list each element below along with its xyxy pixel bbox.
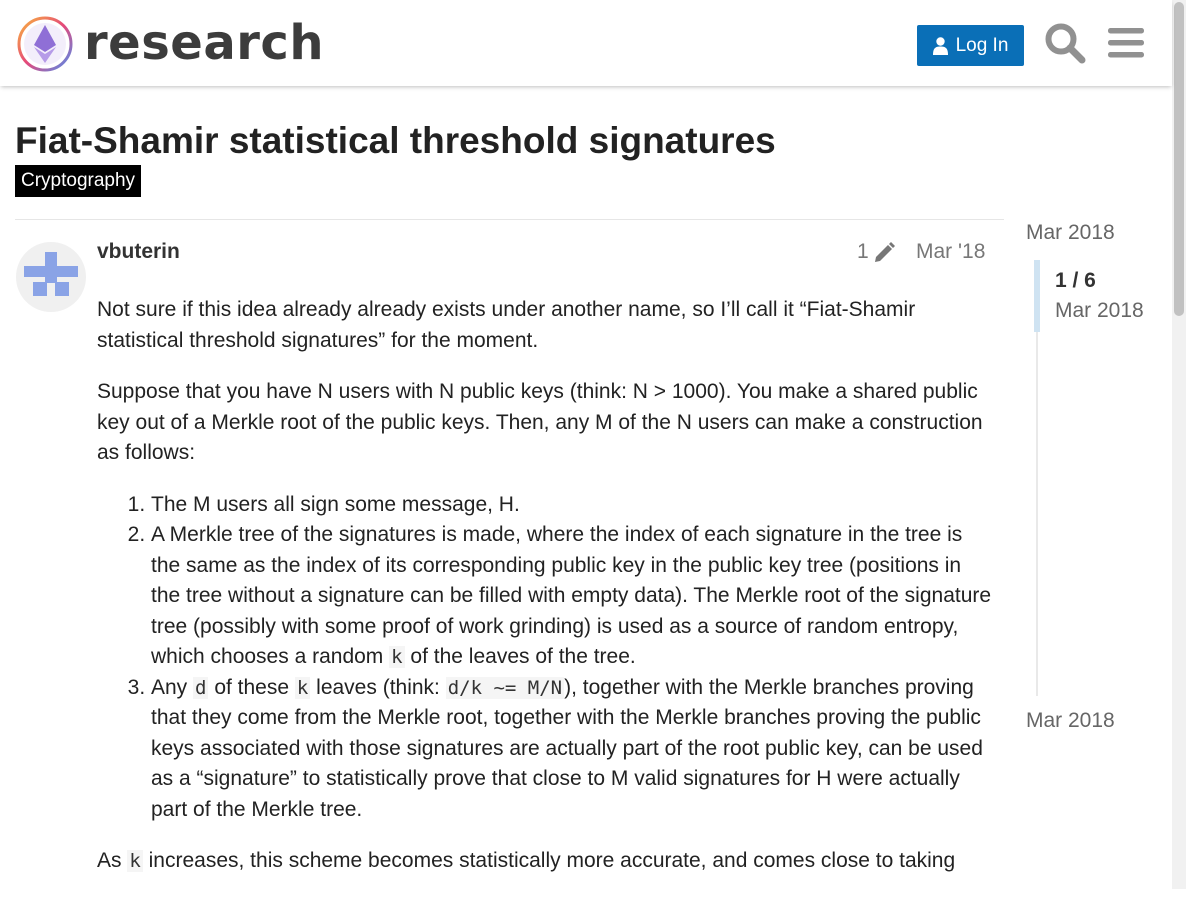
list-item-text: The M users all sign some message, H. — [151, 492, 520, 516]
hamburger-menu-icon[interactable] — [1105, 22, 1147, 64]
post-paragraph: As k increases, this scheme becomes stat… — [97, 846, 992, 877]
edit-count: 1 — [857, 240, 869, 263]
category-badge[interactable]: Cryptography — [15, 165, 142, 197]
post-username[interactable]: vbuterin — [97, 240, 180, 263]
site-header: research Log In — [0, 0, 1172, 86]
list-item: A Merkle tree of the signatures is made,… — [151, 520, 992, 673]
paragraph-text: As — [97, 849, 128, 872]
login-button[interactable]: Log In — [917, 25, 1024, 66]
login-label: Log In — [955, 34, 1009, 56]
list-item-text: leaves (think: — [310, 675, 446, 699]
list-item: The M users all sign some message, H. — [151, 490, 992, 521]
timeline-position-date: Mar 2018 — [1055, 299, 1144, 322]
post-date[interactable]: Mar '18 — [916, 240, 986, 263]
timeline-position: 1 / 6 — [1055, 269, 1096, 292]
topic-title[interactable]: Fiat-Shamir statistical threshold signat… — [15, 120, 776, 161]
timeline-start-date[interactable]: Mar 2018 — [1026, 221, 1115, 244]
timeline-end-date[interactable]: Mar 2018 — [1026, 709, 1115, 732]
construction-list: The M users all sign some message, H. A … — [97, 490, 992, 826]
timeline-track[interactable] — [1036, 260, 1038, 696]
list-item: Any d of these k leaves (think: d/k ~= M… — [151, 673, 992, 826]
list-item-text: of these — [208, 675, 295, 699]
post-paragraph: Suppose that you have N users with N pub… — [97, 380, 983, 464]
inline-code: d — [193, 676, 209, 699]
pencil-icon — [874, 242, 895, 262]
inline-code: d/k ~= M/N — [445, 676, 565, 699]
list-item-text: ), together with the Merkle branches pro… — [151, 675, 983, 821]
avatar-icon[interactable] — [16, 242, 86, 312]
inline-code: k — [389, 646, 405, 668]
post-paragraph: Not sure if this idea already already ex… — [97, 298, 916, 352]
list-item-text: Any — [151, 675, 194, 699]
edit-history[interactable]: 1 — [857, 240, 897, 264]
search-icon[interactable] — [1044, 22, 1086, 64]
scrollbar-thumb[interactable] — [1174, 2, 1184, 316]
list-item-text: A Merkle tree of the signatures is made,… — [151, 523, 992, 668]
inline-code: k — [127, 850, 143, 872]
site-name[interactable]: research — [84, 15, 325, 71]
inline-code: k — [294, 676, 311, 699]
post-body: Not sure if this idea already already ex… — [97, 295, 992, 898]
logo-icon[interactable] — [16, 15, 74, 73]
divider — [15, 219, 1004, 220]
timeline-handle[interactable] — [1034, 260, 1040, 332]
paragraph-text: increases, this scheme becomes statistic… — [142, 849, 956, 872]
user-icon — [932, 36, 948, 55]
list-item-text: of the leaves of the tree. — [404, 645, 636, 668]
page-scrollbar[interactable] — [1172, 0, 1186, 889]
